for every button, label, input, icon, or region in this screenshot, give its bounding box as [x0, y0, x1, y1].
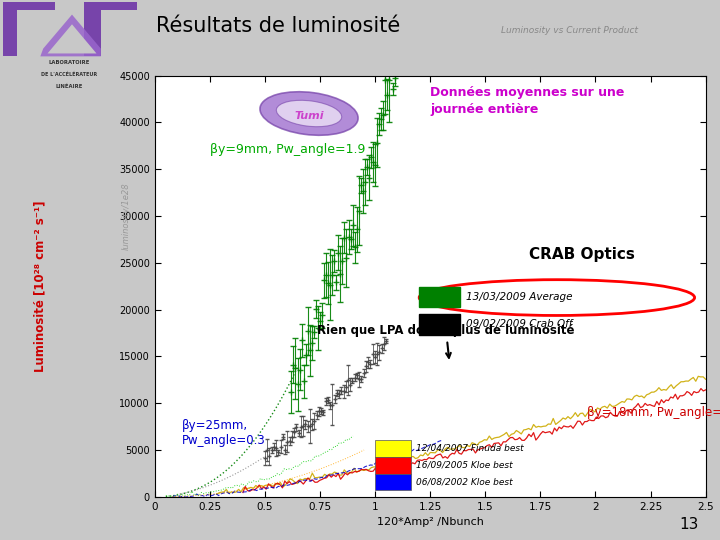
Text: 09/02/2009 Crab Off: 09/02/2009 Crab Off — [466, 319, 572, 329]
Text: 12/04/2007 Finuda best: 12/04/2007 Finuda best — [416, 444, 524, 453]
Polygon shape — [48, 24, 96, 53]
Text: Rien que LPA donne plus de luminosité: Rien que LPA donne plus de luminosité — [318, 324, 575, 358]
Polygon shape — [40, 15, 101, 56]
Text: DE L'ACCÉLÉRATEUR: DE L'ACCÉLÉRATEUR — [41, 72, 97, 77]
Text: βy=9mm, Pw_angle=1.9: βy=9mm, Pw_angle=1.9 — [210, 143, 365, 156]
FancyBboxPatch shape — [375, 440, 411, 457]
FancyBboxPatch shape — [419, 314, 461, 335]
Text: βy=18mm, Pw_angle=0.6: βy=18mm, Pw_angle=0.6 — [588, 406, 720, 419]
Text: luminosity/1e28: luminosity/1e28 — [122, 182, 130, 250]
Text: 16/09/2005 Kloe best: 16/09/2005 Kloe best — [416, 461, 513, 470]
Text: LINÉAIRE: LINÉAIRE — [55, 84, 83, 89]
Text: Résultats de luminosité: Résultats de luminosité — [156, 16, 400, 36]
Polygon shape — [3, 2, 55, 56]
Text: 13: 13 — [679, 517, 698, 532]
Text: Luminosité [10²⁸ cm⁻² s⁻¹]: Luminosité [10²⁸ cm⁻² s⁻¹] — [33, 200, 46, 372]
FancyBboxPatch shape — [419, 287, 461, 307]
Ellipse shape — [260, 92, 358, 135]
Text: CRAB Optics: CRAB Optics — [529, 247, 635, 262]
Text: 06/08/2002 Kloe best: 06/08/2002 Kloe best — [416, 477, 513, 487]
Text: βy=25mm,
Pw_angle=0.3: βy=25mm, Pw_angle=0.3 — [182, 419, 266, 447]
Text: Données moyennes sur une
journée entière: Données moyennes sur une journée entière — [431, 86, 624, 116]
X-axis label: 120*Amp² /Nbunch: 120*Amp² /Nbunch — [377, 517, 484, 527]
Ellipse shape — [276, 100, 342, 127]
Text: Luminosity vs Current Product: Luminosity vs Current Product — [501, 26, 638, 35]
Text: LABORATOIRE: LABORATOIRE — [48, 60, 90, 65]
FancyBboxPatch shape — [375, 474, 411, 490]
Text: Tumi: Tumi — [294, 111, 324, 120]
Text: 13/03/2009 Average: 13/03/2009 Average — [466, 292, 572, 302]
FancyBboxPatch shape — [375, 457, 411, 474]
Polygon shape — [84, 2, 137, 56]
